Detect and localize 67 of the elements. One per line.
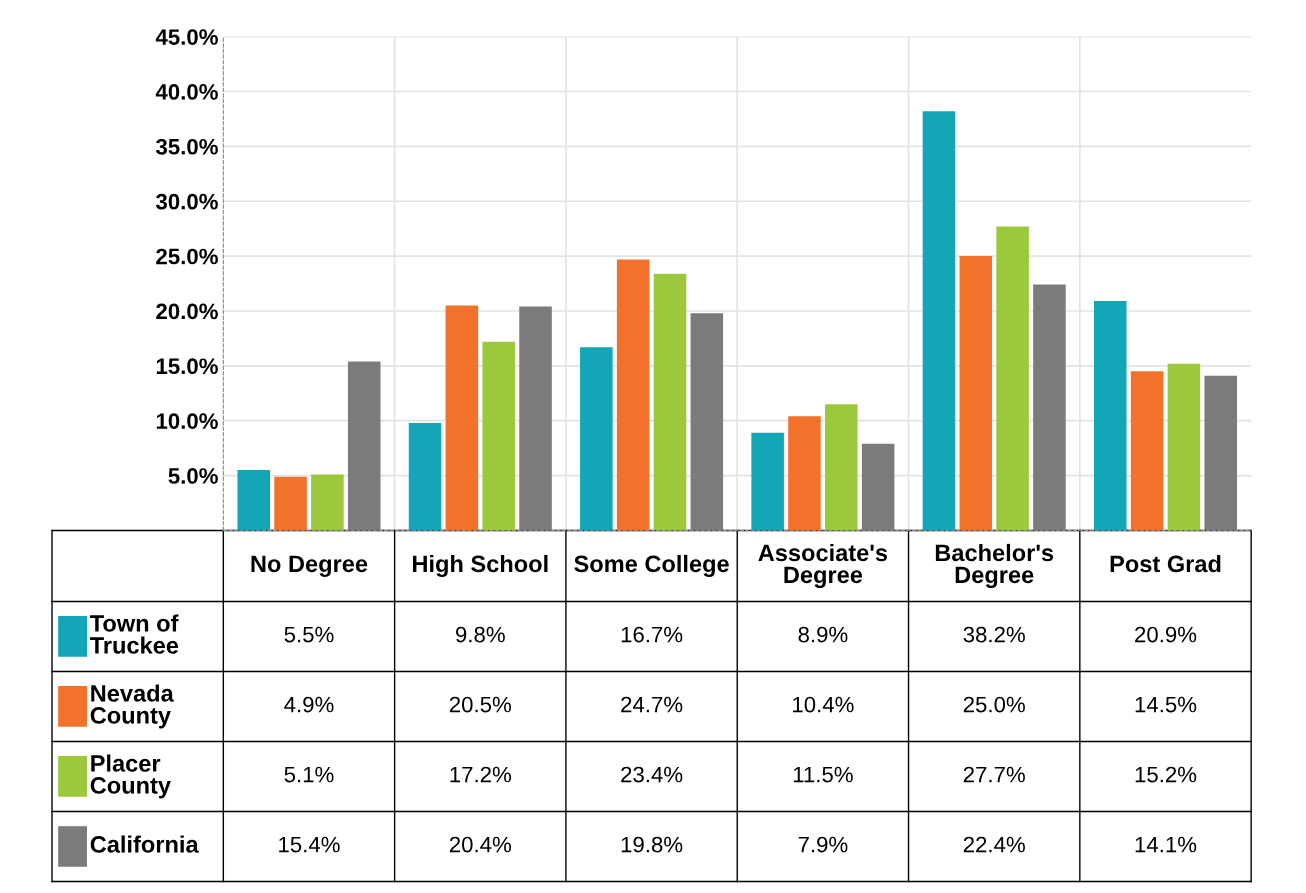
bar xyxy=(751,432,784,531)
y-tick-label: 35.0% xyxy=(155,138,218,155)
data-label: 15.2% xyxy=(1135,766,1197,783)
legend-label: Town of Truckee xyxy=(89,614,179,654)
bar xyxy=(861,443,895,531)
data-label: 20.9% xyxy=(1135,626,1197,643)
data-label: 17.2% xyxy=(450,766,511,783)
bar xyxy=(311,474,344,531)
data-label: 5.5% xyxy=(284,626,334,643)
data-label: 7.9% xyxy=(798,836,848,853)
x-tick-label: High School xyxy=(413,554,548,577)
data-label: 20.4% xyxy=(449,836,511,853)
data-label: 27.7% xyxy=(963,766,1025,783)
data-label: 11.5% xyxy=(793,766,853,783)
bar xyxy=(690,313,724,531)
x-tick-label: Post Grad xyxy=(1110,554,1221,573)
bar xyxy=(445,305,479,531)
y-tick-label: 45.0% xyxy=(155,29,218,45)
data-label: 25.0% xyxy=(963,696,1025,713)
bar xyxy=(274,476,307,531)
y-tick-label: 15.0% xyxy=(156,358,218,375)
bar xyxy=(519,306,552,531)
x-tick-label: Some College xyxy=(574,554,729,577)
legend-label: California xyxy=(90,835,199,853)
data-label: 5.1% xyxy=(284,766,334,783)
bar xyxy=(922,111,956,531)
y-tick-label: 40.0% xyxy=(155,84,218,100)
y-tick-label: 20.0% xyxy=(156,303,218,320)
y-tick-label: 10.0% xyxy=(156,413,218,429)
data-label: 20.5% xyxy=(449,696,511,713)
x-tick-label: Associate's Degree xyxy=(758,543,888,588)
bar xyxy=(1033,284,1066,531)
bar xyxy=(1204,375,1238,531)
bar xyxy=(1093,301,1127,531)
bar xyxy=(347,361,381,531)
data-label: 10.4% xyxy=(793,696,854,713)
data-label: 14.1% xyxy=(1135,836,1197,853)
x-tick-label: No Degree xyxy=(251,555,368,577)
data-label: 14.5% xyxy=(1135,696,1197,713)
data-label: 24.7% xyxy=(621,696,683,713)
bar xyxy=(408,422,442,531)
y-tick-label: 5.0% xyxy=(168,468,218,484)
data-label: 23.4% xyxy=(621,766,683,783)
data-label: 9.8% xyxy=(456,626,505,643)
bar xyxy=(580,347,613,531)
legend-label: Placer County xyxy=(90,754,171,799)
bar xyxy=(996,226,1029,531)
x-tick-label: Bachelor's Degree xyxy=(935,543,1054,588)
y-tick-label: 25.0% xyxy=(156,248,218,265)
data-label: 15.4% xyxy=(279,836,340,853)
data-label: 8.9% xyxy=(798,626,848,643)
data-label: 38.2% xyxy=(963,626,1025,643)
bar xyxy=(1130,371,1164,531)
data-label: 4.9% xyxy=(284,696,334,713)
bar xyxy=(616,259,650,531)
data-label: 22.4% xyxy=(963,836,1025,853)
data-label: 19.8% xyxy=(621,836,683,853)
bar xyxy=(1167,363,1201,531)
bar xyxy=(653,273,687,531)
bar xyxy=(788,416,821,531)
legend-label: Nevada County xyxy=(90,684,174,729)
bar xyxy=(959,256,993,531)
y-tick-label: 30.0% xyxy=(155,193,218,210)
bar xyxy=(482,341,515,531)
bar xyxy=(825,404,858,531)
bar xyxy=(237,470,271,531)
data-label: 16.7% xyxy=(621,626,683,643)
